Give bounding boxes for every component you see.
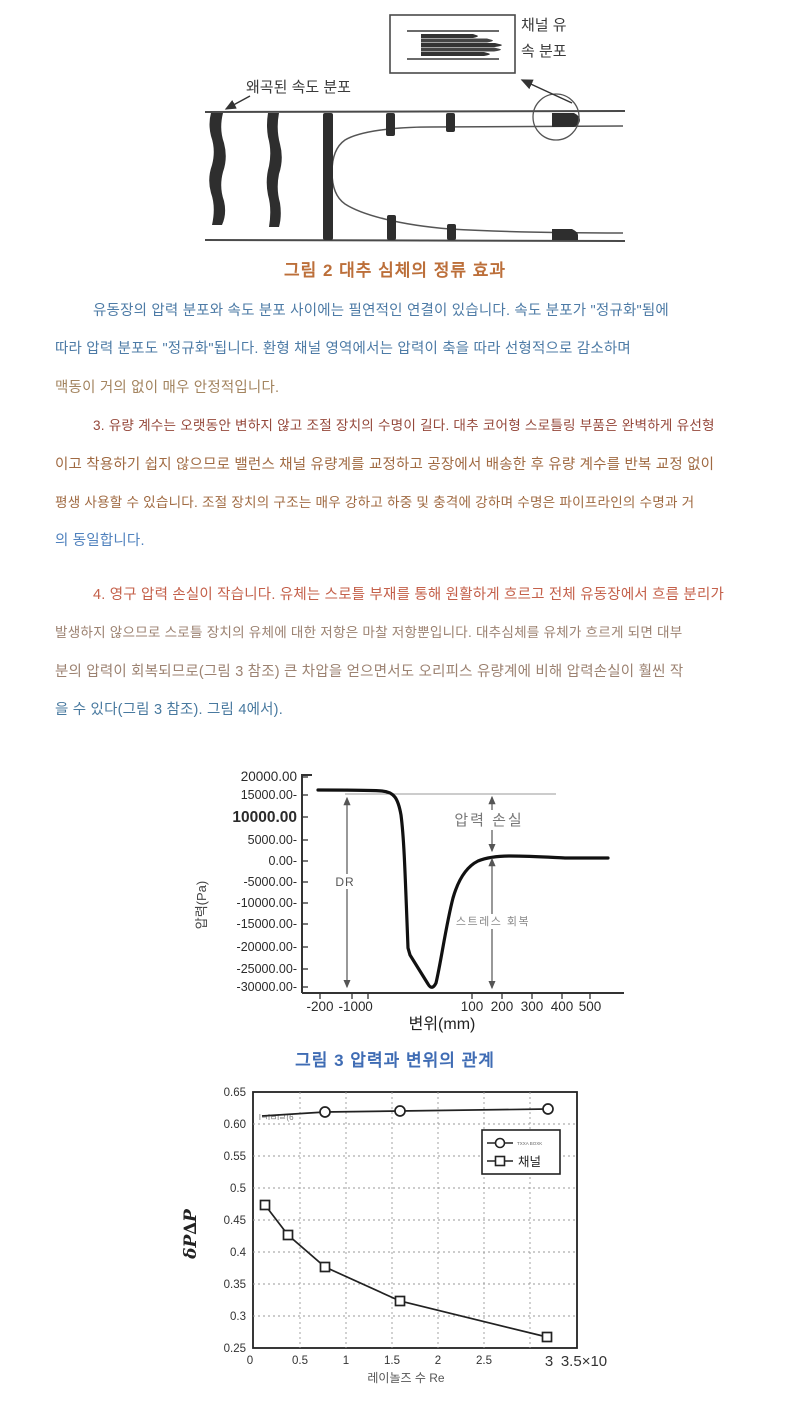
svg-text:0.45: 0.45: [224, 1215, 246, 1227]
pipe-wall-top: [204, 110, 626, 113]
stray-garbled-label: lㅋlㅂlㄹ(6: [259, 1113, 294, 1122]
paragraph-line: 3. 유량 계수는 오랫동안 변하지 않고 조절 장치의 수명이 길다. 대추 …: [93, 418, 715, 434]
svg-text:400: 400: [551, 999, 574, 1014]
distorted-profile-arrow: [224, 95, 251, 110]
paragraph-line: 맥동이 거의 없이 매우 안정적입니다.: [55, 379, 280, 396]
paragraph-line: 분의 압력이 회복되므로(그림 3 참조) 큰 차압을 얻으면서도 오리피스 유…: [55, 663, 684, 680]
paragraph-line: 발생하지 않으므로 스로틀 장치의 유체에 대한 저항은 마찰 저항뿐입니다. …: [55, 625, 683, 641]
paragraph-line: 이고 착용하기 쉽지 않으므로 밸런스 채널 유량계를 교정하고 공장에서 배송…: [55, 456, 715, 473]
figure3-caption: 그림 3 압력과 변위의 관계: [295, 1051, 495, 1070]
svg-text:2: 2: [435, 1355, 441, 1367]
svg-text:-100: -100: [338, 999, 365, 1014]
pressure-loss-backdrop: [450, 810, 528, 830]
dr-label: DR: [335, 875, 354, 889]
svg-text:-10000.00-: -10000.00-: [237, 896, 297, 910]
svg-text:2.5: 2.5: [476, 1355, 492, 1367]
y-axis-ticks: [302, 776, 308, 988]
figure2-caption: 그림 2 대추 심체의 정류 효과: [283, 261, 507, 280]
svg-text:10000.00: 10000.00: [232, 809, 297, 826]
svg-text:-200: -200: [306, 999, 333, 1014]
paragraph-line: 의 동일합니다.: [55, 533, 145, 550]
velocity-profile-bars: [209, 113, 580, 240]
svg-text:-20000.00-: -20000.00-: [237, 940, 297, 954]
stress-recovery-label: 스트레스 회복: [456, 915, 530, 928]
svg-text:0.35: 0.35: [224, 1279, 246, 1291]
svg-text:-15000.00-: -15000.00-: [237, 917, 297, 931]
figure3-pressure-chart: 20000.00 15000.00- 10000.00 5000.00- 0.0…: [194, 769, 624, 1033]
svg-text:500: 500: [579, 999, 602, 1014]
square-series-line: [264, 1204, 548, 1338]
square-series-markers: [259, 1199, 553, 1343]
legend-circle-marker: [494, 1137, 506, 1149]
figure4-y-axis-title: δP∆P: [181, 1208, 201, 1260]
svg-text:3.5×10: 3.5×10: [561, 1353, 607, 1370]
svg-text:0: 0: [365, 999, 373, 1014]
svg-text:100: 100: [461, 999, 484, 1014]
x-axis-ticks: [319, 993, 591, 999]
svg-text:0.60: 0.60: [224, 1119, 246, 1131]
svg-text:200: 200: [491, 999, 514, 1014]
figure4-reynolds-chart: 0.65 0.60 0.55 0.5 0.45 0.4 0.35 0.3 0.2…: [181, 1087, 607, 1385]
paragraph-line: 을 수 있다(그림 3 참조). 그림 4에서).: [55, 702, 283, 719]
figure3-y-axis-title: 압력(Pa): [194, 881, 209, 929]
svg-text:1: 1: [343, 1355, 349, 1367]
legend-entry-2-label: 채널: [518, 1155, 541, 1169]
x-tick-labels: -200 -100 0 100 200 300 400 500: [306, 999, 601, 1014]
stress-recovery-backdrop: [453, 914, 533, 929]
svg-text:20000.00: 20000.00: [241, 769, 297, 784]
legend-entry-1-label: TXXA BOXK: [517, 1141, 542, 1146]
magnifier-circle: [532, 93, 580, 141]
grid-lines: [253, 1092, 577, 1348]
svg-text:-5000.00-: -5000.00-: [243, 875, 297, 889]
paragraph-line: 유동장의 압력 분포와 속도 분포 사이에는 필연적인 연결이 있습니다. 속도…: [93, 303, 669, 319]
svg-text:0.25: 0.25: [224, 1343, 246, 1355]
figure2-flow-diagram: 채널 유 속 분포 왜곡된 속도 분포: [204, 14, 626, 242]
inset-profile-stripes: [421, 34, 502, 56]
pressure-curve: [316, 788, 610, 989]
svg-text:300: 300: [521, 999, 544, 1014]
figure3-x-axis-title: 변위(mm): [409, 1015, 476, 1033]
y-tick-labels: 20000.00 15000.00- 10000.00 5000.00- 0.0…: [232, 769, 297, 994]
svg-text:0.5: 0.5: [292, 1355, 308, 1367]
svg-text:-30000.00-: -30000.00-: [237, 980, 297, 994]
svg-text:0.5: 0.5: [230, 1183, 246, 1195]
svg-text:3: 3: [545, 1353, 553, 1370]
body-text-block-2: 4. 영구 압력 손실이 작습니다. 유체는 스로틀 부재를 통해 원활하게 흐…: [55, 576, 745, 730]
pressure-loss-label: 압력 손실: [454, 812, 523, 829]
svg-text:0.00-: 0.00-: [269, 854, 298, 868]
svg-text:0.65: 0.65: [224, 1087, 246, 1099]
svg-text:0.4: 0.4: [230, 1247, 247, 1259]
inset-label-line2: 속 분포: [521, 43, 567, 60]
dr-label-backdrop: [330, 874, 360, 889]
svg-text:5000.00-: 5000.00-: [248, 833, 297, 847]
jujube-core-body: [331, 125, 624, 234]
paragraph-line: 평생 사용할 수 있습니다. 조절 장치의 구조는 매우 강하고 하중 및 충격…: [55, 495, 695, 511]
y-tick-labels: 0.65 0.60 0.55 0.5 0.45 0.4 0.35 0.3 0.2…: [224, 1087, 247, 1355]
magnifier-arrow: [520, 79, 573, 104]
paragraph-line: 4. 영구 압력 손실이 작습니다. 유체는 스로틀 부재를 통해 원활하게 흐…: [93, 587, 725, 603]
circle-series-markers: [319, 1103, 554, 1118]
figure4-x-axis-title: 레이놀즈 수 Re: [367, 1371, 445, 1385]
paragraph-line: 따라 압력 분포도 "정규화"됩니다. 환형 채널 영역에서는 압력이 축을 따…: [55, 341, 631, 358]
svg-text:0.3: 0.3: [230, 1311, 246, 1323]
circle-series-line: [261, 1108, 549, 1117]
svg-text:1.5: 1.5: [384, 1355, 400, 1367]
svg-text:15000.00-: 15000.00-: [241, 788, 297, 802]
svg-text:0.55: 0.55: [224, 1151, 246, 1163]
x-tick-labels: 0 0.5 1 1.5 2 2.5 3 3.5×10: [247, 1353, 607, 1370]
svg-text:0: 0: [247, 1355, 253, 1367]
y-axis: [301, 774, 312, 993]
distorted-profile-label: 왜곡된 속도 분포: [246, 79, 351, 96]
svg-text:-25000.00-: -25000.00-: [237, 962, 297, 976]
inset-label-line1: 채널 유: [521, 17, 567, 34]
body-text-block-1: 유동장의 압력 분포와 속도 분포 사이에는 필연적인 연결이 있습니다. 속도…: [55, 292, 745, 561]
pipe-wall-bottom: [204, 239, 626, 242]
chart-legend: TXXA BOXK 채널: [481, 1129, 561, 1175]
legend-square-marker: [494, 1155, 506, 1167]
inset-channel-profile: 채널 유 속 분포: [389, 14, 567, 74]
